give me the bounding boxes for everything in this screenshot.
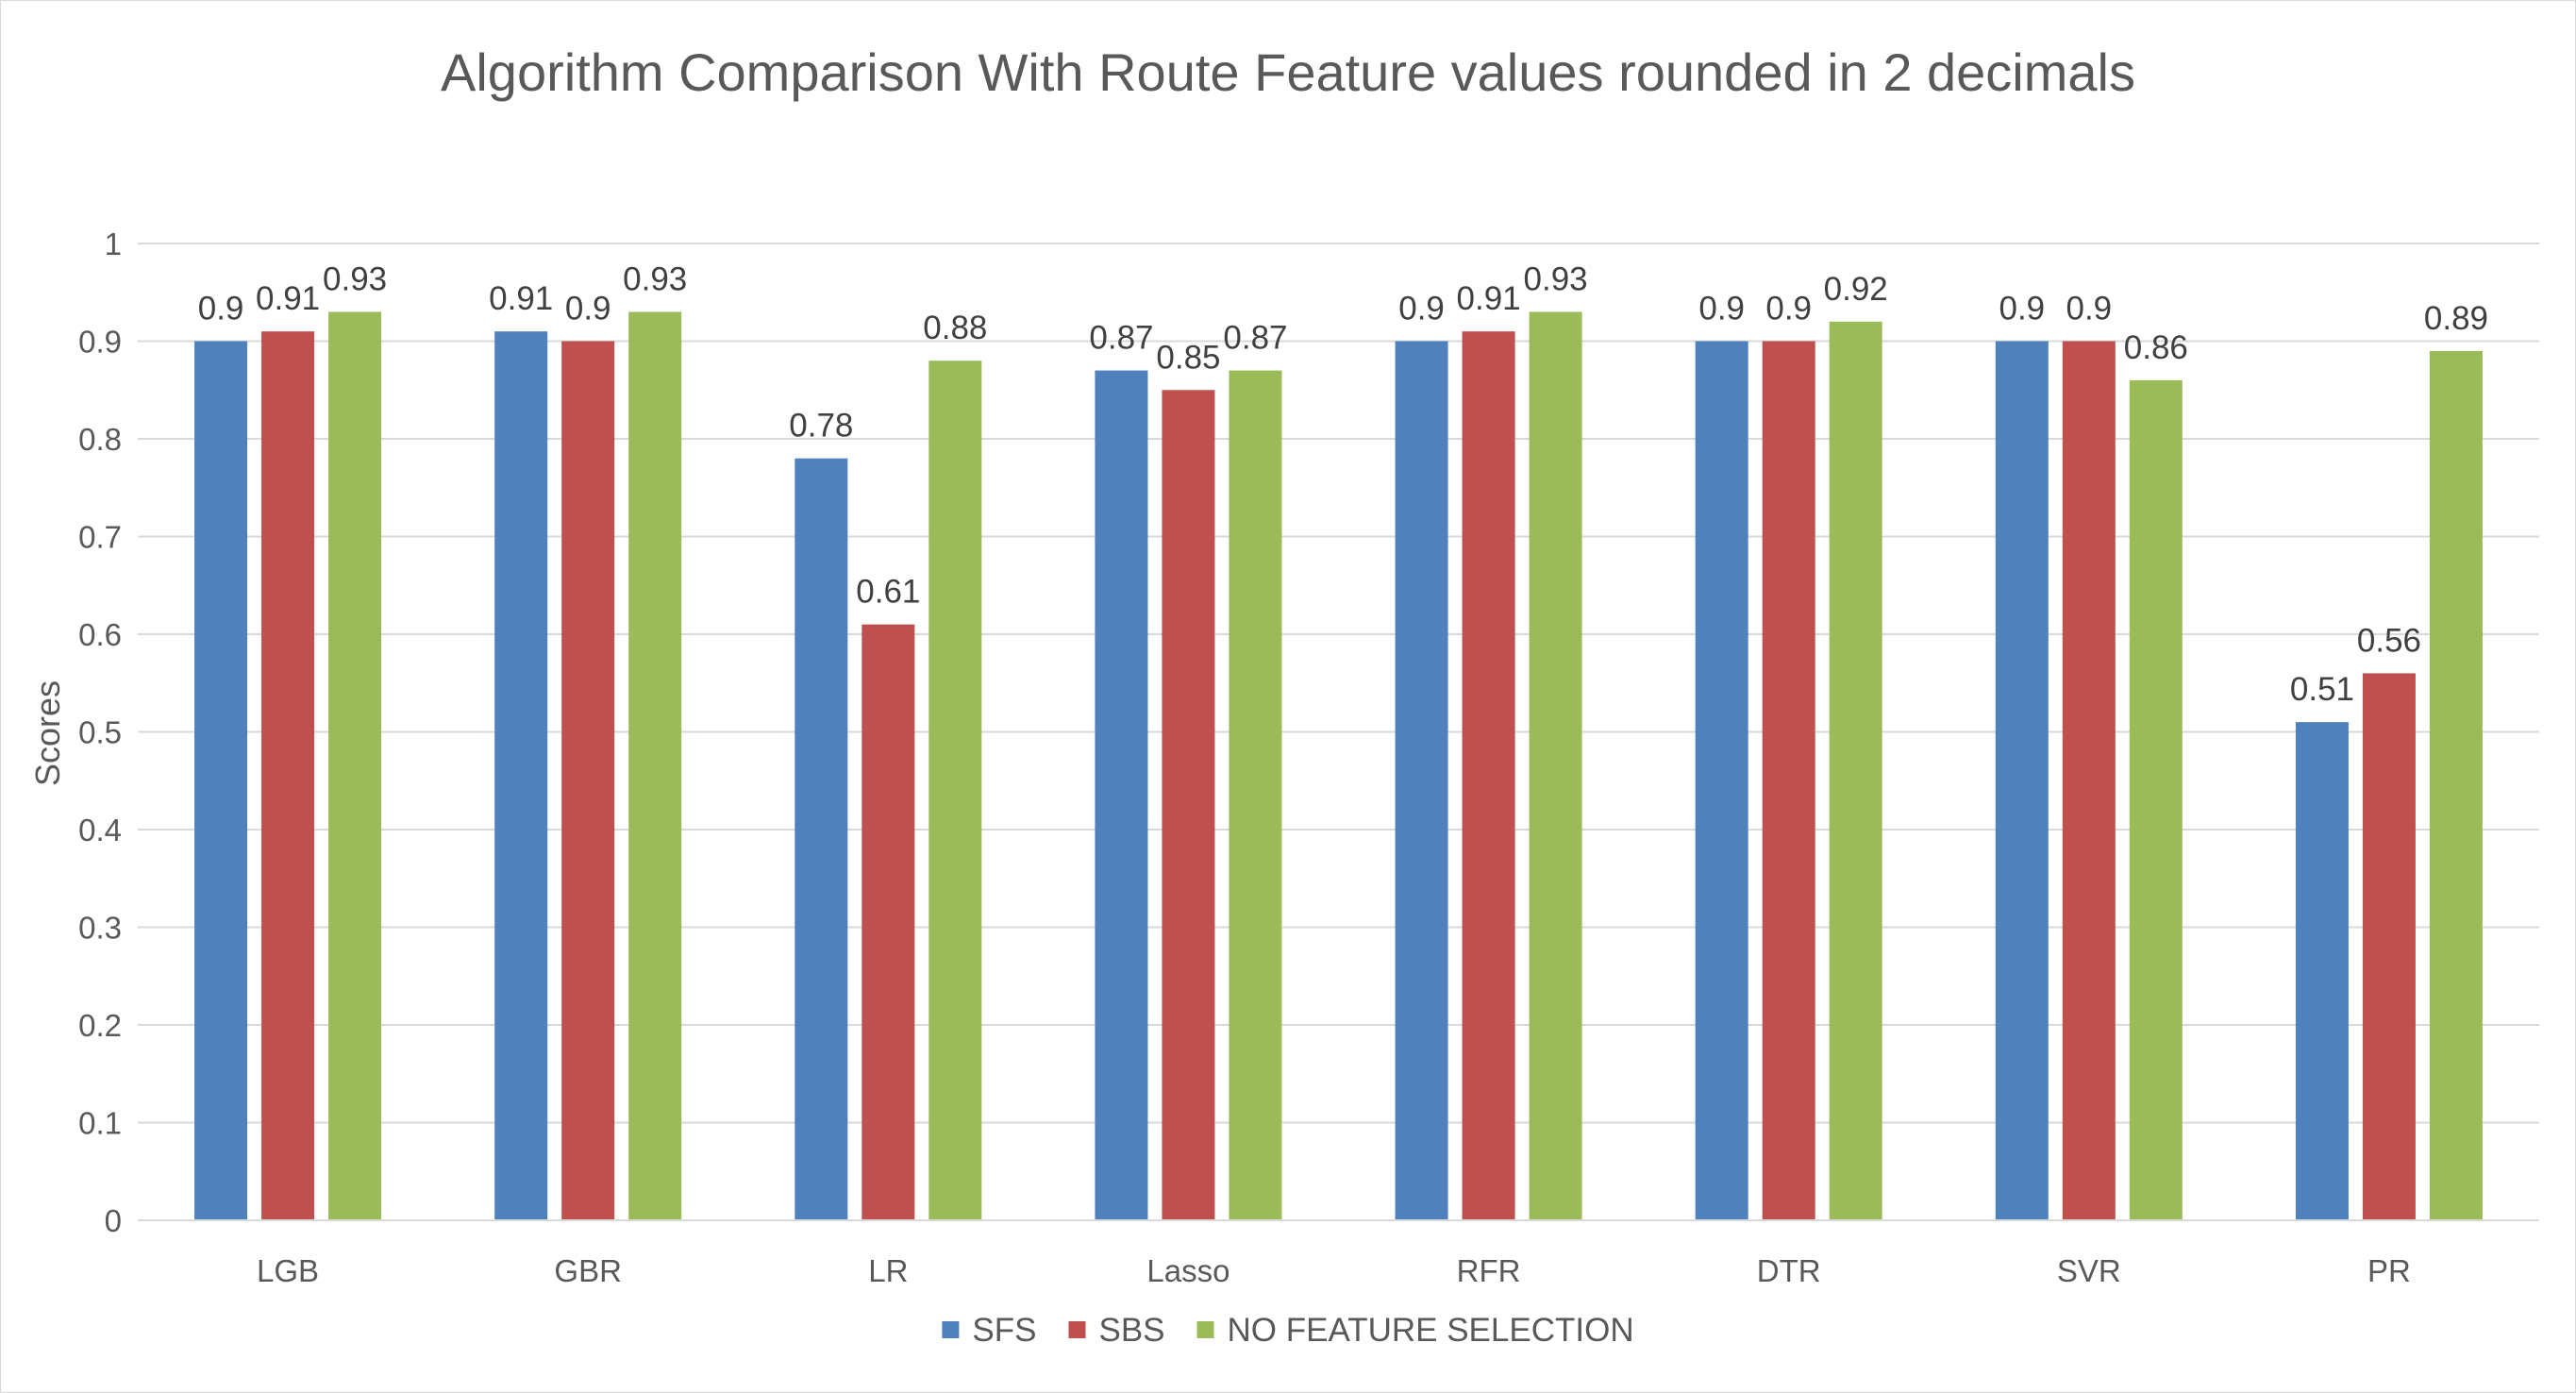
data-label: 0.86	[2124, 329, 2188, 366]
data-label: 0.87	[1089, 320, 1153, 357]
bar-sfs	[194, 341, 248, 1220]
data-label: 0.93	[623, 260, 687, 297]
bar-no-feature-selection	[328, 311, 382, 1220]
x-tick-label: RFR	[1457, 1253, 1521, 1288]
data-label: 0.89	[2424, 300, 2488, 337]
x-tick-label: Lasso	[1146, 1253, 1229, 1288]
bar-sbs	[2362, 673, 2416, 1220]
y-tick-label: 0.8	[78, 422, 122, 457]
data-label: 0.85	[1156, 339, 1220, 376]
data-label: 0.88	[923, 310, 987, 346]
legend-entry: NO FEATURE SELECTION	[1228, 1312, 1634, 1349]
bars	[194, 311, 2483, 1221]
y-axis-ticks: 0 0.1 0.2 0.3 0.4 0.5 0.6 0.7 0.8 0.9 1	[78, 227, 122, 1238]
bar-sbs	[561, 341, 615, 1220]
data-label: 0.9	[2066, 291, 2112, 327]
bar-sbs	[1762, 341, 1815, 1220]
y-tick-label: 0.2	[78, 1008, 122, 1043]
legend-entry: SFS	[972, 1312, 1036, 1349]
bar-sbs	[1462, 331, 1515, 1220]
data-label: 0.51	[2290, 671, 2354, 708]
y-axis-title: Scores	[28, 680, 67, 786]
bar-sfs	[1995, 341, 2049, 1220]
data-label: 0.91	[256, 280, 320, 317]
y-tick-label: 0.9	[78, 325, 122, 360]
x-tick-label: LR	[868, 1253, 908, 1288]
x-tick-label: PR	[2367, 1253, 2411, 1288]
y-tick-label: 0.7	[78, 520, 122, 555]
data-label: 0.9	[1398, 291, 1445, 327]
data-label: 0.9	[1698, 291, 1745, 327]
bar-sfs	[1395, 341, 1448, 1220]
legend-entry: SBS	[1098, 1312, 1164, 1349]
bar-sfs	[494, 331, 548, 1220]
bar-no-feature-selection	[928, 361, 982, 1220]
x-axis-categories: LGB GBR LR Lasso RFR DTR SVR PR	[257, 1253, 2411, 1288]
data-label: 0.91	[489, 280, 553, 317]
data-label: 0.9	[1999, 291, 2045, 327]
bar-sbs	[2062, 341, 2116, 1220]
data-label: 0.9	[198, 291, 244, 327]
y-tick-label: 0.3	[78, 911, 122, 946]
data-label: 0.9	[1765, 291, 1812, 327]
data-label: 0.61	[856, 574, 920, 611]
data-label: 0.93	[1524, 260, 1588, 297]
chart-title: Algorithm Comparison With Route Feature …	[441, 42, 2135, 102]
bar-sfs	[795, 458, 848, 1220]
bar-no-feature-selection	[1829, 321, 1882, 1220]
bar-no-feature-selection	[1229, 370, 1282, 1220]
y-tick-label: 0	[105, 1203, 122, 1238]
x-tick-label: DTR	[1757, 1253, 1821, 1288]
bar-sfs	[2295, 722, 2349, 1220]
data-label: 0.87	[1223, 320, 1287, 357]
data-labels: 0.9 0.910.930.91 0.90.930.780.610.88 0.870.…	[198, 260, 2488, 708]
y-tick-label: 1	[105, 227, 122, 261]
bar-sbs	[861, 624, 915, 1220]
legend-swatch	[942, 1321, 960, 1338]
x-tick-label: LGB	[257, 1253, 319, 1288]
bar-sfs	[1695, 341, 1748, 1220]
bar-no-feature-selection	[2129, 379, 2183, 1220]
bar-no-feature-selection	[628, 311, 682, 1220]
bar-sfs	[1095, 370, 1148, 1220]
y-tick-label: 0.1	[78, 1106, 122, 1141]
data-label: 0.56	[2357, 622, 2421, 659]
y-tick-label: 0.5	[78, 715, 122, 750]
legend-swatch	[1068, 1321, 1086, 1338]
bar-no-feature-selection	[1529, 311, 1582, 1220]
bar-no-feature-selection	[2429, 350, 2483, 1221]
data-label: 0.78	[789, 408, 853, 445]
bar-sbs	[261, 331, 315, 1220]
legend-swatch	[1196, 1321, 1214, 1338]
data-label: 0.91	[1457, 280, 1521, 317]
data-label: 0.92	[1824, 271, 1888, 308]
x-tick-label: SVR	[2057, 1253, 2121, 1288]
legend: SFS SBS NO FEATURE SELECTION	[942, 1312, 1634, 1349]
y-tick-label: 0.4	[78, 813, 122, 848]
y-tick-label: 0.6	[78, 617, 122, 652]
data-label: 0.93	[323, 260, 387, 297]
data-label: 0.9	[565, 291, 611, 327]
x-tick-label: GBR	[554, 1253, 622, 1288]
bar-sbs	[1162, 390, 1215, 1220]
